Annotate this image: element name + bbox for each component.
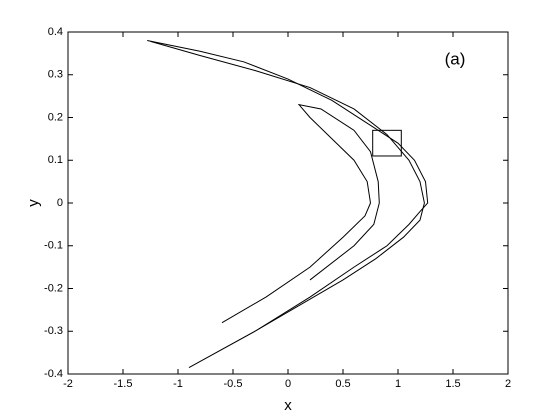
y-tick-label: -0.1	[44, 240, 63, 252]
x-tick-label: -0.5	[224, 378, 243, 390]
x-tick-label: 1	[395, 378, 401, 390]
y-tick-label: 0.1	[48, 154, 63, 166]
y-tick-label: -0.4	[44, 368, 63, 380]
x-tick-label: -2	[63, 378, 73, 390]
x-tick-label: -1	[173, 378, 183, 390]
attractor-curve	[147, 40, 429, 369]
y-tick-label: 0.2	[48, 111, 63, 123]
y-tick-label: -0.3	[44, 325, 63, 337]
y-tick-label: 0.3	[48, 69, 63, 81]
x-tick-label: 1.5	[445, 378, 460, 390]
x-axis-label: x	[284, 397, 292, 414]
x-tick-label: 0	[285, 378, 291, 390]
y-tick-label: 0.4	[48, 26, 63, 38]
y-axis-label: y	[25, 199, 42, 207]
attractor-curve	[221, 103, 380, 324]
x-tick-label: -1.5	[114, 378, 133, 390]
zoom-box	[372, 129, 402, 157]
x-tick-label: 2	[505, 378, 511, 390]
y-tick-label: 0	[57, 197, 63, 209]
x-tick-label: 0.5	[335, 378, 350, 390]
attractor-curve	[150, 40, 425, 332]
panel-label: (a)	[445, 49, 466, 68]
y-tick-label: -0.2	[44, 282, 63, 294]
plot-frame	[67, 31, 509, 375]
